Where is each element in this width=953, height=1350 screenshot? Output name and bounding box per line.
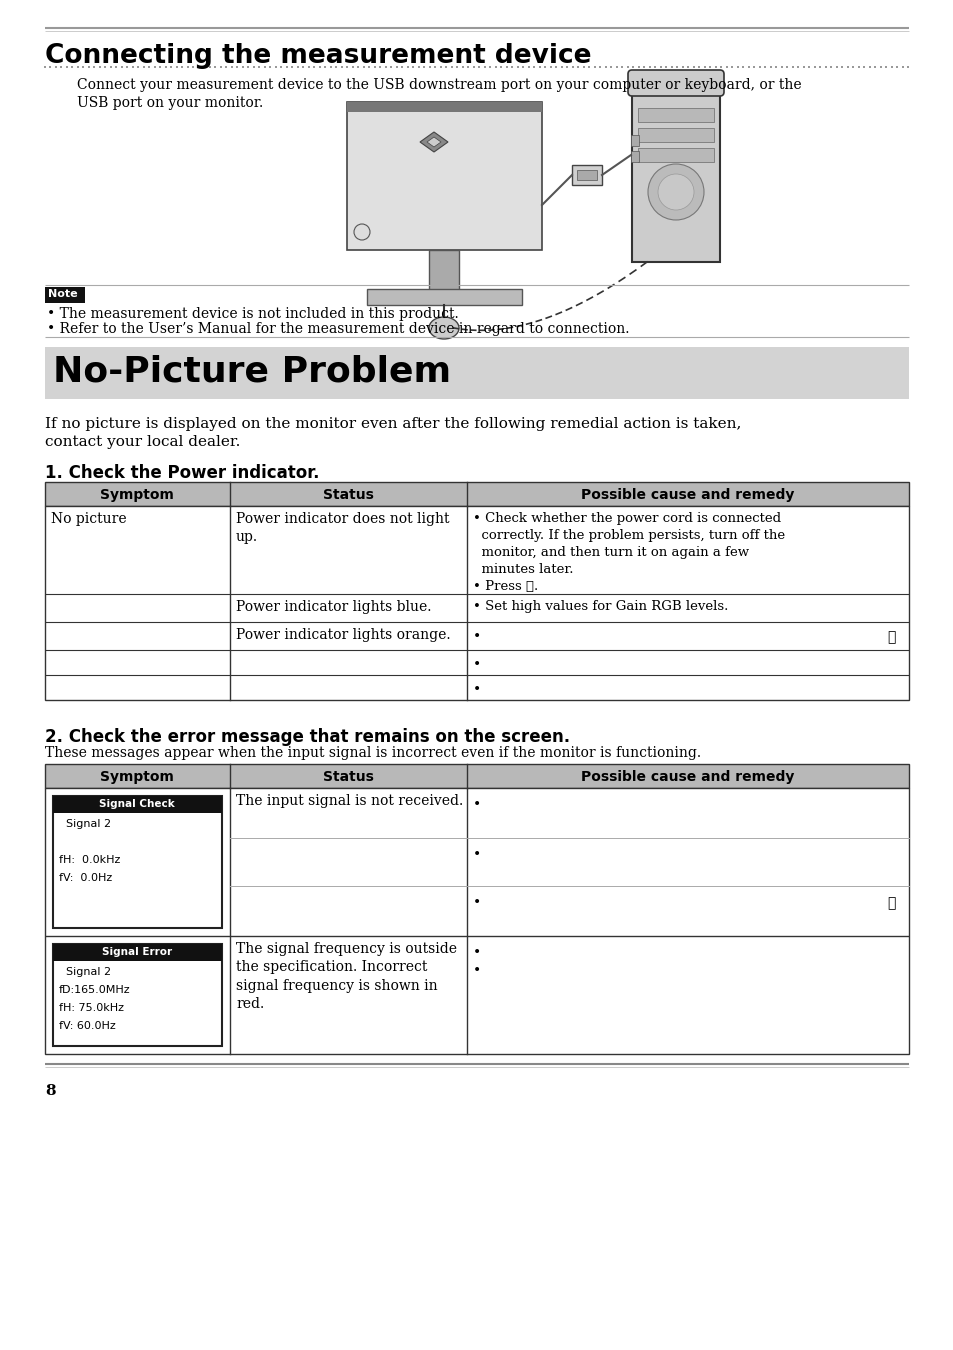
- Text: •
•: • •: [473, 946, 480, 979]
- Bar: [45, 288, 85, 302]
- Bar: [577, 170, 597, 180]
- Text: The signal frequency is outside
the specification. Incorrect
signal frequency is: The signal frequency is outside the spec…: [235, 942, 456, 1011]
- Text: 8: 8: [45, 1084, 55, 1098]
- Bar: [53, 944, 222, 1046]
- Text: 1. Check the Power indicator.: 1. Check the Power indicator.: [45, 464, 319, 482]
- Bar: [429, 250, 458, 290]
- Bar: [45, 347, 908, 400]
- Bar: [53, 796, 222, 813]
- Text: Ⓢ: Ⓢ: [886, 630, 895, 644]
- Text: Signal 2: Signal 2: [59, 967, 111, 977]
- Circle shape: [658, 174, 693, 211]
- Text: No-Picture Problem: No-Picture Problem: [53, 355, 451, 389]
- Text: •: •: [473, 683, 480, 697]
- Circle shape: [354, 224, 370, 240]
- Text: • Set high values for Gain RGB levels.: • Set high values for Gain RGB levels.: [473, 599, 727, 613]
- Bar: [53, 796, 222, 927]
- Text: Ⓢ: Ⓢ: [886, 896, 895, 910]
- Bar: [630, 135, 639, 146]
- Bar: [45, 482, 908, 506]
- Bar: [45, 764, 908, 788]
- Text: • The measurement device is not included in this product.: • The measurement device is not included…: [47, 306, 458, 321]
- Text: Connect your measurement device to the USB downstream port on your computer or k: Connect your measurement device to the U…: [77, 78, 801, 111]
- Text: fD:165.0MHz: fD:165.0MHz: [59, 986, 131, 995]
- Text: fV: 60.0Hz: fV: 60.0Hz: [59, 1021, 115, 1031]
- Text: Note: Note: [48, 289, 77, 298]
- Text: Symptom: Symptom: [100, 769, 173, 784]
- Bar: [638, 108, 713, 122]
- Text: Connecting the measurement device: Connecting the measurement device: [45, 43, 591, 69]
- Text: Signal Check: Signal Check: [99, 799, 174, 809]
- Text: No picture: No picture: [51, 512, 127, 526]
- Text: Possible cause and remedy: Possible cause and remedy: [580, 487, 794, 502]
- Text: Power indicator does not light
up.: Power indicator does not light up.: [235, 512, 449, 544]
- Circle shape: [647, 163, 703, 220]
- Text: •: •: [473, 798, 480, 811]
- Text: Status: Status: [322, 769, 373, 784]
- Text: Status: Status: [322, 487, 373, 502]
- Text: Power indicator lights orange.: Power indicator lights orange.: [235, 628, 450, 643]
- Bar: [638, 148, 713, 162]
- Bar: [347, 103, 541, 250]
- Bar: [638, 128, 713, 142]
- Bar: [347, 103, 541, 112]
- Text: Power indicator lights blue.: Power indicator lights blue.: [235, 599, 431, 614]
- Text: Symptom: Symptom: [100, 487, 173, 502]
- Text: • Refer to the User’s Manual for the measurement device in regard to connection.: • Refer to the User’s Manual for the mea…: [47, 323, 629, 336]
- Text: fV:  0.0Hz: fV: 0.0Hz: [59, 873, 112, 883]
- Text: •: •: [473, 848, 480, 863]
- Text: • Check whether the power cord is connected
  correctly. If the problem persists: • Check whether the power cord is connec…: [473, 512, 784, 593]
- Text: •: •: [473, 630, 480, 644]
- Bar: [630, 151, 639, 162]
- Polygon shape: [419, 132, 448, 153]
- Bar: [45, 788, 908, 1054]
- Bar: [572, 165, 601, 185]
- Text: fH:  0.0kHz: fH: 0.0kHz: [59, 855, 120, 865]
- FancyBboxPatch shape: [627, 70, 723, 96]
- Text: Signal Error: Signal Error: [102, 946, 172, 957]
- Bar: [53, 944, 222, 961]
- Text: Possible cause and remedy: Possible cause and remedy: [580, 769, 794, 784]
- Text: 2. Check the error message that remains on the screen.: 2. Check the error message that remains …: [45, 728, 570, 747]
- Polygon shape: [427, 136, 440, 147]
- Text: Signal 2: Signal 2: [59, 819, 111, 829]
- Bar: [631, 86, 720, 262]
- Bar: [367, 289, 521, 305]
- Text: If no picture is displayed on the monitor even after the following remedial acti: If no picture is displayed on the monito…: [45, 417, 740, 450]
- Text: •: •: [473, 896, 480, 910]
- Text: fH: 75.0kHz: fH: 75.0kHz: [59, 1003, 124, 1012]
- Bar: [45, 506, 908, 701]
- Text: These messages appear when the input signal is incorrect even if the monitor is : These messages appear when the input sig…: [45, 747, 700, 760]
- Text: •: •: [473, 657, 480, 672]
- Ellipse shape: [429, 317, 458, 339]
- Text: The input signal is not received.: The input signal is not received.: [235, 794, 463, 809]
